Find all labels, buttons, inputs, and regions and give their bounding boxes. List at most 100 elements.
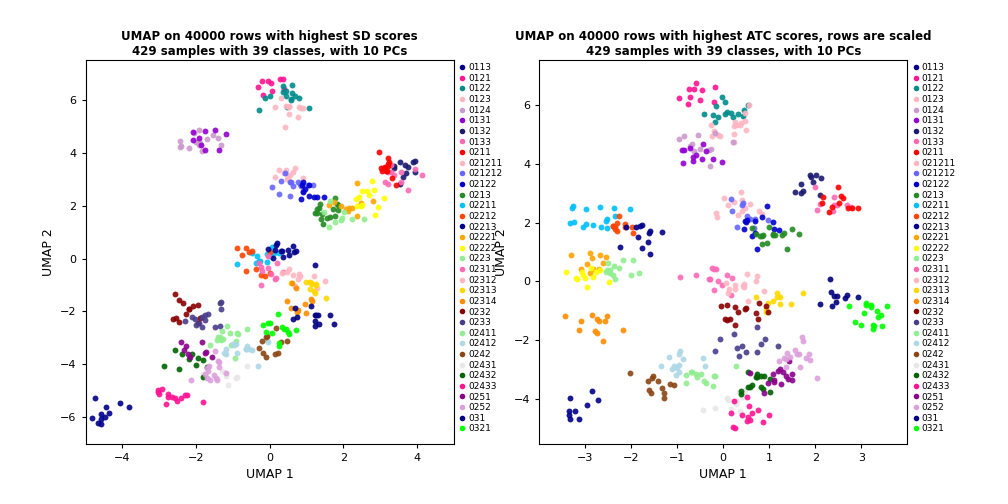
Point: [706, 286, 722, 294]
Point: [400, 186, 416, 194]
Point: [805, 178, 822, 186]
Point: [741, 101, 757, 109]
Point: [728, 120, 744, 129]
Point: [765, 218, 781, 226]
Point: [262, 248, 278, 256]
Point: [218, 350, 234, 358]
Point: [167, 290, 183, 298]
Point: [587, 327, 603, 335]
Point: [684, 153, 701, 161]
Point: [579, 205, 595, 213]
Point: [281, 330, 297, 338]
Point: [307, 322, 324, 330]
Point: [229, 373, 245, 381]
Point: [722, 315, 738, 323]
Point: [738, 116, 754, 124]
Point: [734, 342, 750, 350]
Point: [728, 362, 744, 370]
Point: [308, 311, 325, 319]
Point: [112, 399, 128, 407]
Point: [681, 93, 698, 101]
Point: [251, 344, 267, 352]
Point: [615, 326, 631, 334]
Point: [344, 204, 360, 212]
Point: [364, 177, 380, 185]
Point: [585, 265, 601, 273]
Point: [292, 182, 308, 191]
Point: [793, 188, 809, 197]
Point: [765, 369, 781, 377]
Point: [367, 211, 383, 219]
Point: [598, 253, 614, 261]
Point: [251, 106, 267, 114]
Point: [705, 382, 721, 390]
Point: [674, 146, 690, 154]
Point: [203, 341, 219, 349]
Point: [98, 403, 114, 411]
Point: [735, 112, 751, 120]
Point: [289, 113, 305, 121]
Point: [656, 394, 672, 402]
Point: [93, 410, 109, 418]
Point: [167, 346, 183, 354]
Point: [591, 265, 607, 273]
Point: [774, 231, 790, 239]
Point: [709, 213, 725, 221]
Point: [263, 79, 279, 87]
Point: [303, 279, 320, 287]
Point: [686, 85, 703, 93]
Point: [229, 349, 245, 357]
Point: [640, 238, 656, 246]
Point: [283, 279, 299, 287]
Point: [254, 77, 270, 85]
Point: [354, 187, 370, 196]
Point: [584, 388, 600, 396]
Point: [262, 251, 278, 260]
Point: [200, 310, 216, 318]
Point: [724, 291, 740, 299]
Point: [241, 345, 257, 353]
Point: [744, 381, 760, 389]
Point: [807, 171, 824, 179]
Point: [303, 296, 320, 304]
Point: [156, 362, 172, 370]
Point: [157, 400, 173, 408]
Point: [309, 194, 326, 202]
Point: [766, 225, 782, 233]
Point: [674, 159, 690, 167]
Point: [405, 158, 421, 166]
Point: [84, 414, 100, 422]
Point: [650, 377, 666, 385]
Point: [754, 240, 770, 248]
Point: [591, 396, 607, 404]
Point: [254, 267, 270, 275]
Point: [725, 423, 741, 431]
Point: [151, 390, 167, 398]
Point: [747, 215, 763, 223]
Point: [295, 188, 311, 196]
Point: [203, 376, 219, 384]
Point: [599, 217, 615, 225]
Point: [579, 283, 595, 291]
Point: [187, 139, 204, 147]
Point: [599, 312, 615, 320]
Point: [93, 415, 109, 423]
Point: [209, 375, 225, 383]
Point: [276, 85, 292, 93]
Point: [101, 409, 117, 417]
Point: [213, 336, 229, 344]
Point: [309, 205, 326, 213]
Point: [197, 370, 213, 378]
Point: [253, 264, 269, 272]
Point: [180, 350, 197, 358]
Point: [704, 264, 720, 272]
Point: [377, 178, 393, 186]
Point: [783, 225, 799, 233]
Point: [801, 171, 817, 179]
Point: [224, 341, 240, 349]
Point: [730, 211, 746, 219]
Point: [772, 293, 788, 301]
Point: [218, 372, 234, 380]
Point: [154, 385, 170, 393]
Point: [707, 347, 723, 355]
